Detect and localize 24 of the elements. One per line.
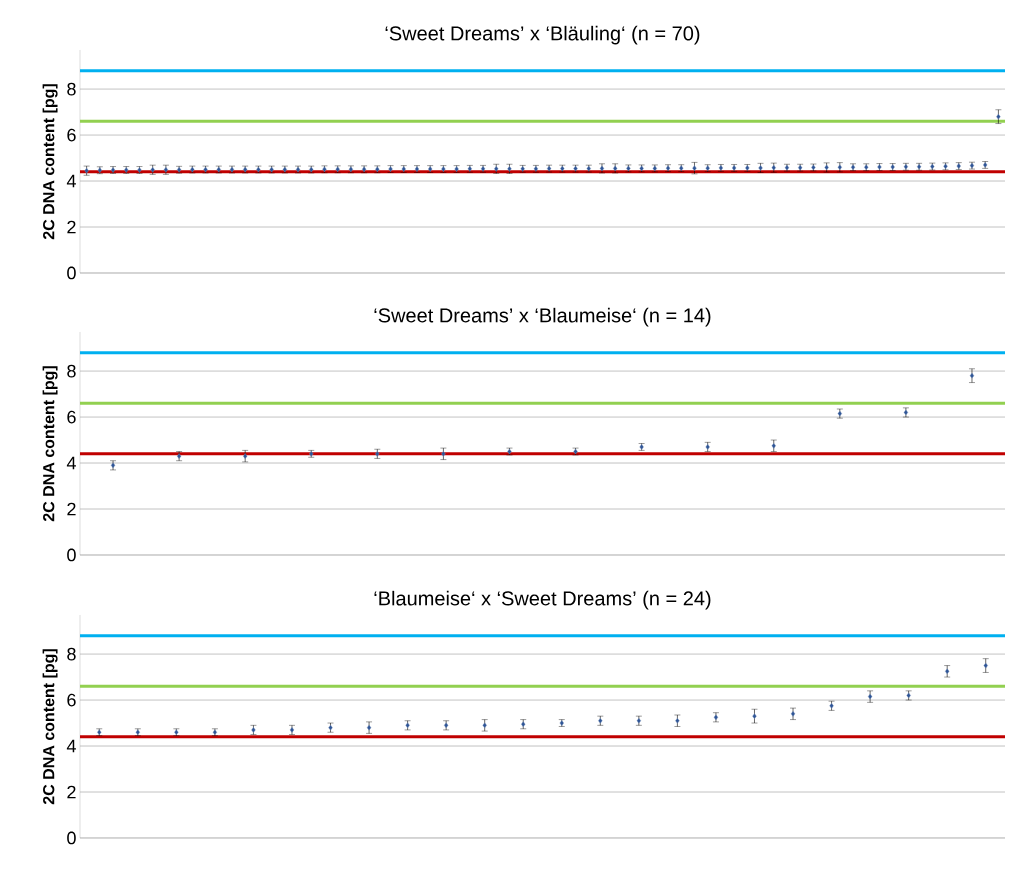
y-tick-label: 6: [67, 128, 76, 142]
y-tick-label: 8: [67, 364, 76, 378]
y-tick-label: 6: [67, 693, 76, 707]
y-tick-label: 4: [66, 456, 76, 470]
y-tick-label: 8: [67, 82, 76, 96]
y-tick-label: 6: [67, 410, 76, 424]
y-tick-label: 2: [67, 220, 76, 234]
y-tick-label: 0: [67, 266, 76, 280]
chart-title: ‘Blaumeise‘ x ‘Sweet Dreams’ (n = 24): [374, 590, 711, 610]
y-tick-label: 2: [67, 785, 76, 799]
chart-title: ‘Sweet Dreams’ x ‘Bläuling‘ (n = 70): [385, 25, 700, 45]
point: [983, 662, 988, 669]
y-axis-title: 2C DNA content [pg]: [42, 366, 58, 522]
chart-title: ‘Sweet Dreams’ x ‘Blaumeise‘ (n = 14): [374, 307, 711, 327]
point: [969, 372, 975, 379]
y-tick-label: 2: [67, 502, 76, 516]
y-axis-title: 2C DNA content [pg]: [42, 84, 58, 240]
y-axis-title: 2C DNA content [pg]: [42, 649, 58, 805]
y-tick-label: 0: [67, 831, 76, 845]
y-tick-label: 8: [67, 647, 76, 661]
point: [752, 713, 757, 719]
y-tick-label: 0: [67, 548, 76, 562]
y-tick-label: 4: [66, 739, 76, 753]
y-tick-label: 4: [66, 174, 76, 188]
